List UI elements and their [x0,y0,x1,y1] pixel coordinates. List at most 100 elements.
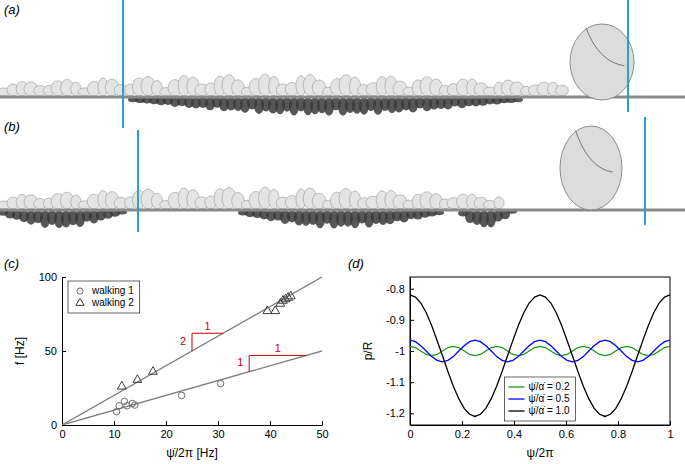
y-axis-label: f [Hz] [13,337,27,365]
ball-seam [576,130,613,172]
x-axis-line [63,425,323,426]
slope-triangle [192,333,223,351]
annotation-label: 1 [205,320,211,332]
y-tick: -0.8 [386,283,414,295]
annotation-label: 1 [237,356,243,368]
x-tick: 0.2 [455,421,470,440]
y-tick-label: -1 [395,345,405,357]
x-tick-label: 10 [108,428,120,440]
point [286,291,295,299]
x-tick: 10 [108,421,120,440]
legend-label: ψ̇/α̇ = 0.2 [529,381,570,392]
x-tick-label: 50 [316,428,328,440]
x-axis: 0 0.2 0.4 0.6 0.8 1 [407,421,673,440]
panel-label: (b) [4,119,20,134]
x-tick-mark [114,421,115,425]
ball [560,126,622,210]
legend-label: ψ̇/α̇ = 0.5 [529,393,570,404]
legend-label: walking 1 [91,285,134,296]
legend: walking 1walking 2 [68,281,140,313]
legend: ψ̇/α̇ = 0.2ψ̇/α̇ = 0.5ψ̇/α̇ = 1.0 [505,377,576,421]
x-tick: 30 [212,421,224,440]
series-line [410,295,670,417]
x-tick-label: 1 [667,428,673,440]
y-tick-mark [62,425,66,426]
x-tick-mark [322,421,323,425]
x-tick-label: 30 [212,428,224,440]
panel-label: (c) [4,256,19,271]
chart: 00.20.40.60.81-1.2-1.1-1-0.9-0.8ψ/2πp/R(… [348,256,674,460]
x-tick-label: 0.4 [507,428,522,440]
y-tick: 0 [51,419,66,431]
y-tick-mark [410,320,414,321]
panel-label: (d) [348,256,364,271]
y-tick-label: -0.9 [386,314,405,326]
legend-swatch [509,410,525,411]
x-tick-label: 40 [264,428,276,440]
plot-area [410,295,670,417]
marker-line [627,0,629,112]
x-axis: 01020304050 [59,421,328,440]
point [117,381,126,389]
splash [556,85,569,96]
y-tick-mark [410,351,414,352]
x-tick-label: 0.6 [559,428,574,440]
splash [494,197,504,209]
legend-swatch [509,398,525,399]
y-tick-mark [62,351,66,352]
y-tick-mark [410,289,414,290]
legend-swatch [509,386,525,387]
series-line [62,277,322,425]
marker-line [122,0,124,128]
point [263,306,272,314]
legend-swatch [77,288,83,294]
x-tick-mark [670,421,671,425]
x-tick: 0.8 [611,421,626,440]
y-tick: -0.9 [386,314,414,326]
y-tick-mark [62,277,66,278]
plot-frame [410,277,670,425]
annotation-label: 2 [180,335,186,347]
legend-box [68,281,140,313]
x-axis-line [411,425,671,426]
x-tick: 20 [160,421,172,440]
marker-line [644,117,646,225]
y-axis: -1.2 -1.1 -1 -0.9 -0.8 [386,278,414,426]
x-tick: 0.6 [559,421,574,440]
y-axis: 0 50 100 [39,271,66,431]
series-line [62,351,322,425]
plot-area [62,277,322,425]
y-tick-label: 0 [51,419,57,431]
chart: 010203040500501001211ψ̇/2π [Hz]f [Hz](c)… [4,256,329,460]
x-tick-mark [618,421,619,425]
y-tick-label: 50 [45,345,57,357]
x-tick: 40 [264,421,276,440]
ball [570,24,634,100]
point [133,375,142,383]
point [149,367,158,375]
point [178,392,185,399]
x-axis-label: ψ̇/2π [Hz] [166,446,218,460]
photo: (b) [0,117,685,232]
legend-label: ψ̇/α̇ = 1.0 [529,405,570,416]
y-tick: -1.2 [386,407,414,419]
marker-line [137,130,139,232]
x-tick-label: 0 [407,428,413,440]
x-tick-mark [566,421,567,425]
x-tick-mark [218,421,219,425]
annotation-label: 1 [275,342,281,354]
y-tick-label: -1.1 [386,376,405,388]
ball-seam [586,28,624,66]
legend-label: walking 2 [91,297,134,308]
y-tick-label: 100 [39,271,57,283]
x-tick: 1 [667,421,673,440]
photo: (a) [0,0,685,128]
point [217,380,224,387]
x-tick-mark [514,421,515,425]
legend-box [505,377,576,421]
y-tick-mark [410,413,414,414]
x-tick: 0.4 [507,421,522,440]
panel-label: (a) [4,2,20,17]
x-tick-label: 0.2 [455,428,470,440]
x-tick-mark [462,421,463,425]
